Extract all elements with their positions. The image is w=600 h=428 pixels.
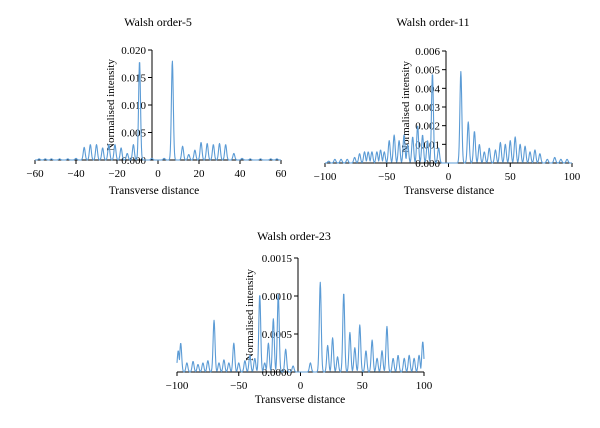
- x-tick-label: 100: [564, 171, 581, 183]
- y-ticks: 0.000 0.005 0.010 0.015 0.020: [121, 45, 152, 167]
- y-tick-label: 0.004: [415, 83, 440, 95]
- y-axis-label: Normalised intensity: [244, 269, 256, 361]
- y-axis-label: Normalised intensity: [105, 59, 117, 151]
- chart-panel-order-23: Walsh order-23 −100 −50 0 50 100 Transverse …: [166, 229, 433, 406]
- data-series: [34, 60, 282, 161]
- x-tick-label: −100: [314, 171, 337, 183]
- chart-panel-order-5: Walsh order-5 −60 −40 −20 0 20 40 60 Transvers…: [26, 15, 287, 197]
- x-tick-label: 50: [505, 171, 517, 183]
- x-tick-label: −50: [230, 380, 248, 392]
- y-tick-label: 0.000: [121, 155, 146, 167]
- y-tick-label: 0.006: [415, 46, 440, 58]
- y-tick-label: 0.010: [121, 100, 146, 112]
- y-tick-label: 0.020: [121, 45, 146, 57]
- x-axis: −100 −50 0 50 100 Transverse distance: [314, 162, 581, 197]
- series-line: [176, 281, 425, 373]
- data-series: [324, 70, 573, 164]
- x-ticks: −100 −50 0 50 100: [166, 372, 433, 392]
- chart-panel-order-11: Walsh order-11 −100 −50 0 50 100 Transverse …: [314, 15, 581, 197]
- x-ticks: −60 −40 −20 0 20 40 60: [26, 160, 287, 180]
- x-axis: −100 −50 0 50 100 Transverse distance: [166, 371, 433, 406]
- x-tick-label: −40: [67, 168, 85, 180]
- y-tick-label: 0.005: [121, 128, 146, 140]
- y-tick-label: 0.015: [121, 73, 146, 85]
- x-tick-label: −50: [378, 171, 396, 183]
- y-tick-label: 0.003: [415, 102, 440, 114]
- y-tick-label: 0.005: [415, 65, 440, 77]
- x-tick-label: −60: [26, 168, 44, 180]
- x-tick-label: 0: [298, 380, 304, 392]
- y-tick-label: 0.0015: [262, 253, 293, 265]
- x-axis: −60 −40 −20 0 20 40 60 Transverse distance: [26, 159, 287, 197]
- y-tick-label: 0.000: [415, 158, 440, 170]
- x-tick-label: −20: [108, 168, 126, 180]
- x-tick-label: −100: [166, 380, 189, 392]
- data-series: [176, 281, 425, 373]
- series-line: [34, 60, 282, 161]
- y-tick-label: 0.002: [415, 121, 440, 133]
- x-axis-label: Transverse distance: [404, 185, 495, 197]
- x-axis-label: Transverse distance: [255, 394, 346, 406]
- y-axis-label: Normalised intensity: [400, 61, 412, 153]
- y-axis: 0.000 0.005 0.010 0.015 0.020 Normalised int…: [105, 45, 153, 167]
- x-tick-label: 0: [155, 168, 161, 180]
- chart-title: Walsh order-23: [257, 229, 331, 243]
- chart-title: Walsh order-11: [396, 15, 469, 29]
- x-axis-label: Transverse distance: [109, 185, 200, 197]
- x-tick-label: 20: [194, 168, 206, 180]
- x-tick-label: 100: [416, 380, 433, 392]
- y-tick-label: 0.0010: [262, 291, 293, 303]
- x-tick-label: 50: [357, 380, 369, 392]
- chart-title: Walsh order-5: [124, 15, 192, 29]
- x-tick-label: 0: [446, 171, 452, 183]
- x-tick-label: 40: [235, 168, 247, 180]
- y-tick-label: 0.0000: [262, 367, 293, 379]
- series-line: [324, 70, 573, 164]
- x-tick-label: 60: [276, 168, 288, 180]
- x-ticks: −100 −50 0 50 100: [314, 163, 581, 183]
